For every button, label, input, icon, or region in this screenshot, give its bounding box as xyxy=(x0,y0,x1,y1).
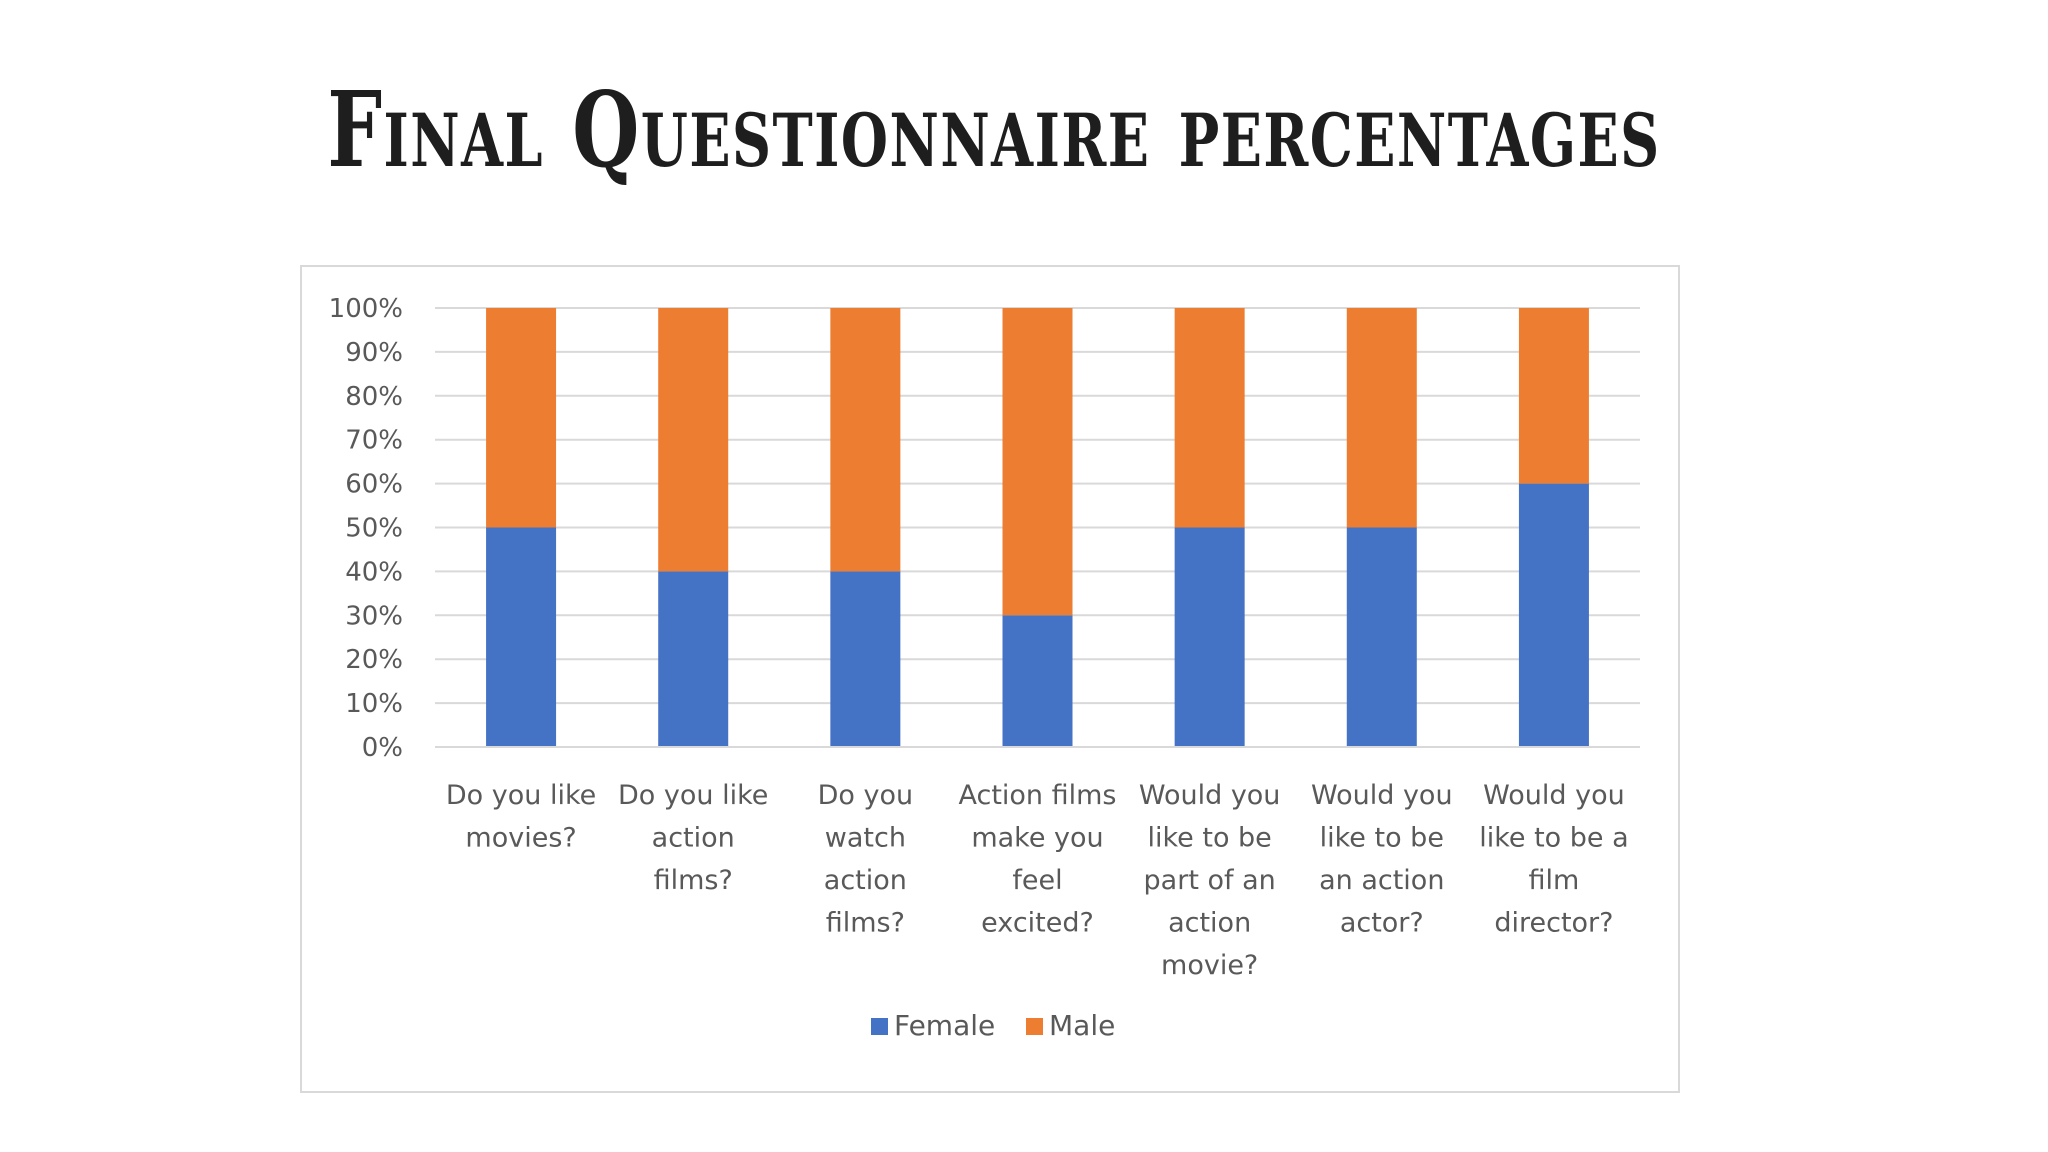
bar-female xyxy=(1346,527,1417,747)
y-tick-label: 20% xyxy=(345,645,403,675)
x-category-label-line: excited? xyxy=(981,908,1094,939)
bar-female xyxy=(830,571,901,747)
x-category-label-line: Action films xyxy=(958,780,1116,811)
x-category-label-line: film xyxy=(1529,865,1580,896)
bar-male xyxy=(1002,308,1073,616)
legend-swatch-female xyxy=(871,1018,888,1035)
y-tick-label: 30% xyxy=(345,601,403,631)
x-category-label-line: make you xyxy=(971,823,1103,854)
legend-label-female: Female xyxy=(894,1009,995,1042)
y-tick-label: 0% xyxy=(362,733,403,763)
bar-male xyxy=(658,308,729,572)
x-category-label-line: films? xyxy=(654,865,733,896)
stacked-bar-chart: 0% 10% 20% 30% 40% 50% 60% 70% 80% 90% 100% Do you … xyxy=(329,294,1640,1042)
y-tick-label: 70% xyxy=(345,426,403,456)
x-category-label-line: Do you xyxy=(818,780,914,811)
bar-male xyxy=(1518,308,1589,484)
y-tick-label: 40% xyxy=(345,557,403,587)
x-category-label: Would you like to be an action actor? xyxy=(1311,780,1453,939)
y-tick-label: 10% xyxy=(345,689,403,719)
x-category-label-line: actor? xyxy=(1340,908,1424,939)
legend-label-male: Male xyxy=(1049,1009,1115,1042)
x-category-label-line: Do you like xyxy=(618,780,768,811)
bar-female xyxy=(1518,483,1589,747)
x-category-label-line: action xyxy=(824,865,907,896)
x-category-label: Would you like to be part of an action movie… xyxy=(1139,780,1281,981)
x-category-label-line: action xyxy=(1168,908,1251,939)
x-category-label-line: an action xyxy=(1319,865,1444,896)
bar-male xyxy=(1174,308,1245,528)
bar-male xyxy=(830,308,901,572)
y-tick-label: 50% xyxy=(345,514,403,544)
x-category-label: Do you like action films? xyxy=(618,780,768,896)
legend-swatch-male xyxy=(1026,1018,1043,1035)
y-tick-label: 100% xyxy=(329,294,403,324)
y-tick-label: 60% xyxy=(345,470,403,500)
x-category-label: Do you watch action films? xyxy=(818,780,914,939)
x-category-label-line: like to be a xyxy=(1479,823,1628,854)
bar-female xyxy=(1174,527,1245,747)
y-tick-label: 80% xyxy=(345,382,403,412)
bar-female xyxy=(1002,615,1073,747)
x-category-label-line: Do you like xyxy=(446,780,596,811)
x-category-label: Do you like movies? xyxy=(446,780,596,854)
bar-male xyxy=(1346,308,1417,528)
x-category-label-line: like to be xyxy=(1147,823,1271,854)
bar-female xyxy=(658,571,729,747)
x-category-label-line: movie? xyxy=(1161,950,1258,981)
bar-female xyxy=(486,527,557,747)
x-category-label: Would you like to be a film director? xyxy=(1479,780,1628,939)
x-category-label-line: films? xyxy=(826,908,905,939)
x-category-label-line: part of an xyxy=(1144,865,1276,896)
y-tick-label: 90% xyxy=(345,338,403,368)
bar-male xyxy=(486,308,557,528)
x-category-label-line: action xyxy=(652,823,735,854)
x-category-label-line: watch xyxy=(825,823,906,854)
slide-title: Final Questionnaire percentages xyxy=(327,68,1661,191)
x-category-label-line: like to be xyxy=(1320,823,1444,854)
x-category-label: Action films make you feel excited? xyxy=(958,780,1116,939)
x-category-label-line: Would you xyxy=(1483,780,1625,811)
x-category-label-line: feel xyxy=(1012,865,1062,896)
x-category-label-line: Would you xyxy=(1139,780,1281,811)
x-category-label-line: movies? xyxy=(465,823,576,854)
x-category-label-line: director? xyxy=(1494,908,1613,939)
x-category-label-line: Would you xyxy=(1311,780,1453,811)
